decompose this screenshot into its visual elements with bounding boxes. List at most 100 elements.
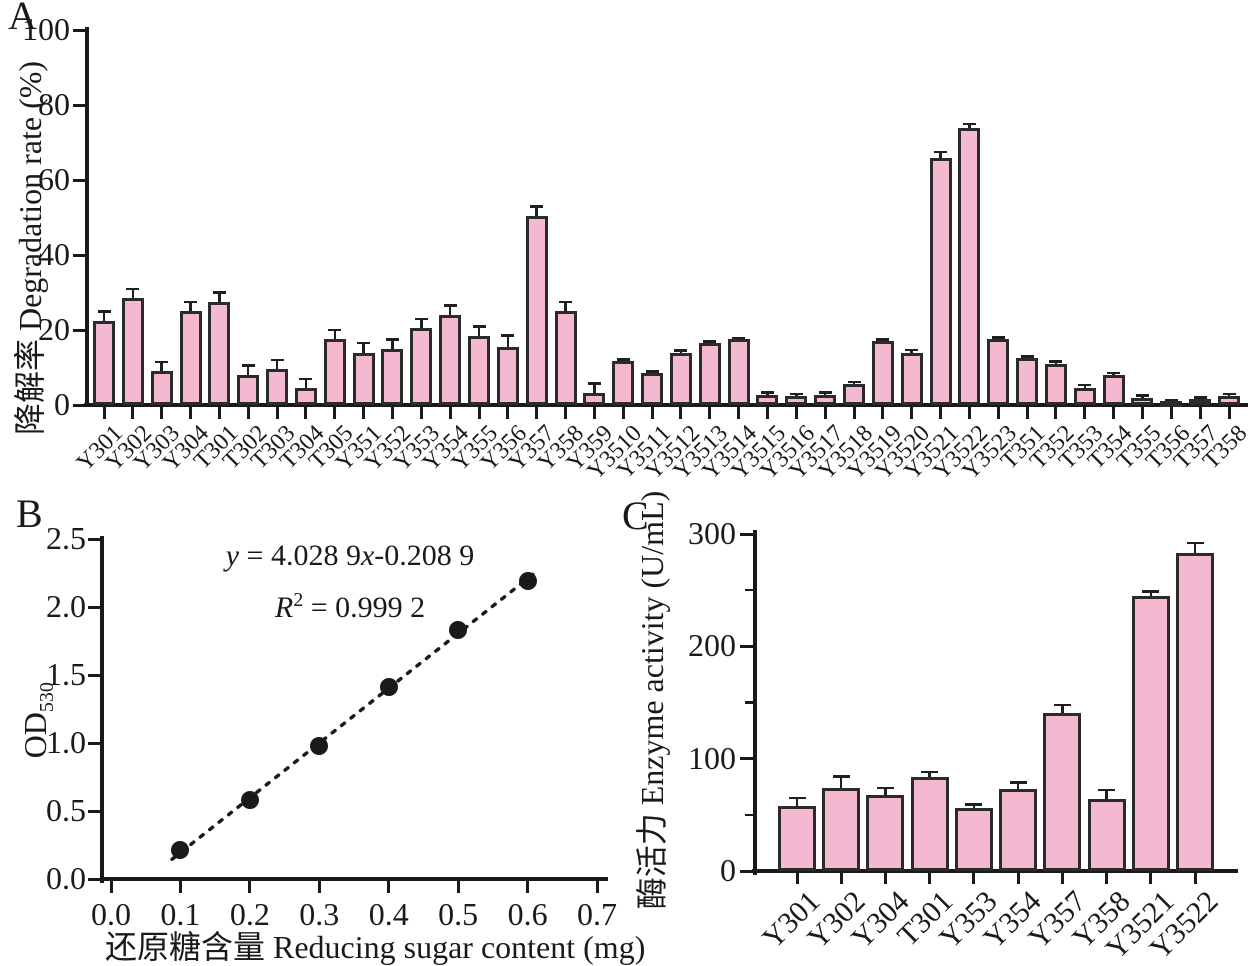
data-point bbox=[310, 736, 329, 755]
x-tick bbox=[317, 881, 321, 893]
y-tick bbox=[73, 253, 85, 257]
bar-T303 bbox=[266, 369, 289, 405]
bar-T358 bbox=[1218, 395, 1240, 405]
error-bar-cap bbox=[1186, 541, 1204, 545]
y-tick bbox=[73, 103, 85, 107]
x-tick bbox=[333, 406, 337, 419]
x-tick bbox=[852, 406, 856, 419]
x-tick bbox=[448, 406, 452, 419]
bar-Y304 bbox=[866, 794, 905, 871]
x-tick bbox=[910, 406, 914, 419]
error-bar-cap bbox=[385, 338, 399, 341]
x-tick bbox=[390, 406, 394, 419]
panel-b-x-axis-title: 还原糖含量 Reducing sugar content (mg) bbox=[105, 929, 646, 965]
y-tick bbox=[88, 741, 100, 745]
error-bar-cap bbox=[126, 287, 140, 290]
y-tick bbox=[73, 328, 85, 332]
x-tick bbox=[737, 406, 741, 419]
y-tick-label: 0.5 bbox=[46, 792, 86, 828]
bar-Y301 bbox=[93, 320, 115, 405]
y-tick-label: 200 bbox=[688, 627, 736, 664]
bar-Y354 bbox=[999, 788, 1038, 871]
error-bar bbox=[131, 288, 135, 299]
x-tick bbox=[506, 406, 510, 419]
error-bar-cap bbox=[1135, 394, 1149, 397]
x-tick bbox=[939, 406, 943, 419]
bar-T357 bbox=[1189, 399, 1212, 406]
error-bar bbox=[506, 335, 510, 347]
x-tick bbox=[839, 872, 843, 884]
error-bar-cap bbox=[357, 341, 371, 345]
bar-Y3513 bbox=[698, 343, 721, 405]
panel-a-y-axis bbox=[85, 27, 89, 407]
x-tick bbox=[1227, 406, 1231, 419]
x-tick bbox=[1112, 406, 1116, 419]
x-tick bbox=[248, 881, 252, 893]
bar-Y351 bbox=[352, 352, 375, 405]
error-bar bbox=[884, 787, 887, 795]
bar-T356 bbox=[1160, 401, 1183, 408]
y-tick bbox=[73, 403, 85, 407]
x-tick bbox=[1060, 872, 1064, 884]
x-tick bbox=[996, 406, 1000, 419]
y-tick bbox=[740, 869, 753, 873]
x-tick bbox=[217, 406, 221, 419]
bar-T354 bbox=[1102, 375, 1125, 405]
error-bar bbox=[448, 305, 452, 315]
regression-equation: y = 4.028 9x-0.208 9 bbox=[225, 539, 475, 572]
y-tick bbox=[740, 644, 753, 648]
bar-Y3522 bbox=[1176, 553, 1214, 871]
x-tick bbox=[679, 406, 683, 419]
error-bar bbox=[564, 301, 567, 312]
error-bar bbox=[839, 776, 843, 788]
error-bar-cap bbox=[991, 336, 1005, 339]
y-tick-label: 100 bbox=[688, 739, 736, 776]
y-tick-label: 300 bbox=[688, 515, 736, 551]
error-bar bbox=[477, 326, 481, 336]
x-tick bbox=[362, 406, 366, 419]
y-minor-tick bbox=[745, 588, 753, 592]
error-bar-cap bbox=[501, 334, 515, 337]
bar-T352 bbox=[1044, 363, 1067, 405]
error-bar-cap bbox=[587, 382, 601, 385]
bar-Y3517 bbox=[814, 395, 837, 405]
y-tick bbox=[740, 757, 753, 761]
bar-Y353 bbox=[410, 328, 433, 405]
bar-Y302 bbox=[121, 298, 144, 405]
error-bar bbox=[823, 392, 827, 396]
data-point bbox=[240, 791, 259, 810]
bar-Y303 bbox=[150, 371, 173, 405]
bar-Y3515 bbox=[756, 394, 779, 405]
panel-b-y-axis bbox=[100, 536, 104, 883]
error-bar-cap bbox=[832, 775, 850, 778]
bar-Y353 bbox=[954, 808, 993, 871]
error-bar-cap bbox=[1142, 590, 1160, 593]
y-tick bbox=[73, 178, 85, 182]
bar-Y3520 bbox=[900, 352, 923, 405]
x-tick-label: 0.0 bbox=[91, 896, 131, 932]
y-tick-label: 1.5 bbox=[46, 656, 86, 692]
error-bar-cap bbox=[1009, 781, 1027, 784]
bar-Y302 bbox=[822, 787, 861, 871]
x-tick bbox=[928, 872, 932, 884]
error-bar bbox=[972, 804, 976, 809]
error-bar-cap bbox=[184, 300, 198, 304]
regression-r-squared: R2 = 0.999 2 bbox=[274, 589, 426, 624]
x-tick bbox=[967, 406, 971, 419]
error-bar-cap bbox=[788, 796, 806, 800]
error-bar-cap bbox=[703, 340, 717, 343]
error-bar bbox=[968, 123, 971, 128]
error-bar bbox=[189, 301, 192, 312]
x-tick bbox=[419, 406, 423, 419]
panel-a-label: A bbox=[8, 0, 37, 38]
error-bar bbox=[246, 365, 250, 375]
error-bar-cap bbox=[212, 291, 226, 294]
error-bar-cap bbox=[97, 310, 111, 313]
bar-Y3511 bbox=[641, 373, 664, 405]
panel-a-x-axis bbox=[84, 403, 1248, 407]
panel-c-y-axis bbox=[753, 530, 757, 875]
bar-Y356 bbox=[496, 346, 519, 405]
x-tick bbox=[650, 406, 654, 419]
data-point bbox=[171, 841, 190, 860]
error-bar-cap bbox=[241, 364, 255, 367]
